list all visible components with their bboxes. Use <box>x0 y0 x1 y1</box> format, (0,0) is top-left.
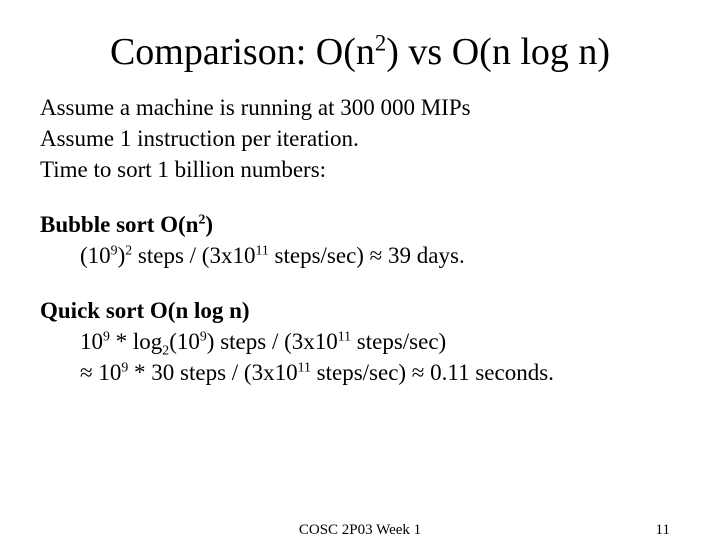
bubble-d: steps/sec) ≈ 39 days. <box>269 243 465 268</box>
q1-sup9: 9 <box>103 329 110 344</box>
quick-calc-1: 109 * log2(109) steps / (3x1011 steps/se… <box>80 326 680 357</box>
title-pre: Comparison: O(n <box>110 31 375 73</box>
bubble-calc: (109)2 steps / (3x1011 steps/sec) ≈ 39 d… <box>80 240 680 271</box>
bubble-c: steps / (3x10 <box>132 243 255 268</box>
intro-block: Assume a machine is running at 300 000 M… <box>40 92 680 185</box>
q2-b: * 30 steps / (3x10 <box>128 360 297 385</box>
bubble-head-post: ) <box>205 212 213 237</box>
bubble-sup11: 11 <box>255 243 268 258</box>
q2-c: steps/sec) ≈ 0.11 seconds. <box>311 360 554 385</box>
bubble-heading: Bubble sort O(n2) <box>40 209 680 240</box>
intro-line-2: Assume 1 instruction per iteration. <box>40 123 680 154</box>
intro-line-3: Time to sort 1 billion numbers: <box>40 154 680 185</box>
page-number: 11 <box>656 522 670 539</box>
footer-center: COSC 2P03 Week 1 <box>0 522 720 539</box>
title-sup: 2 <box>375 30 386 55</box>
bubble-head-pre: Bubble sort O(n <box>40 212 198 237</box>
q2-a: ≈ 10 <box>80 360 121 385</box>
bubble-sup9: 9 <box>111 243 118 258</box>
bubble-block: Bubble sort O(n2) (109)2 steps / (3x1011… <box>40 209 680 271</box>
slide: Comparison: O(n2) vs O(n log n) Assume a… <box>0 0 720 540</box>
q1-d: ) steps / (3x10 <box>207 329 338 354</box>
title-post: ) vs O(n log n) <box>386 31 610 73</box>
quick-block: Quick sort O(n log n) 109 * log2(109) st… <box>40 295 680 388</box>
q2-sup11: 11 <box>298 360 311 375</box>
bubble-a: (10 <box>80 243 111 268</box>
q1-c: (10 <box>169 329 200 354</box>
intro-line-1: Assume a machine is running at 300 000 M… <box>40 92 680 123</box>
q1-sup11: 11 <box>338 329 351 344</box>
q1-a: 10 <box>80 329 103 354</box>
slide-title: Comparison: O(n2) vs O(n log n) <box>40 30 680 74</box>
slide-body: Assume a machine is running at 300 000 M… <box>40 92 680 388</box>
q1-b: * log <box>110 329 162 354</box>
quick-calc-2: ≈ 109 * 30 steps / (3x1011 steps/sec) ≈ … <box>80 357 680 388</box>
quick-heading: Quick sort O(n log n) <box>40 295 680 326</box>
q1-sup9b: 9 <box>200 329 207 344</box>
q1-e: steps/sec) <box>351 329 446 354</box>
